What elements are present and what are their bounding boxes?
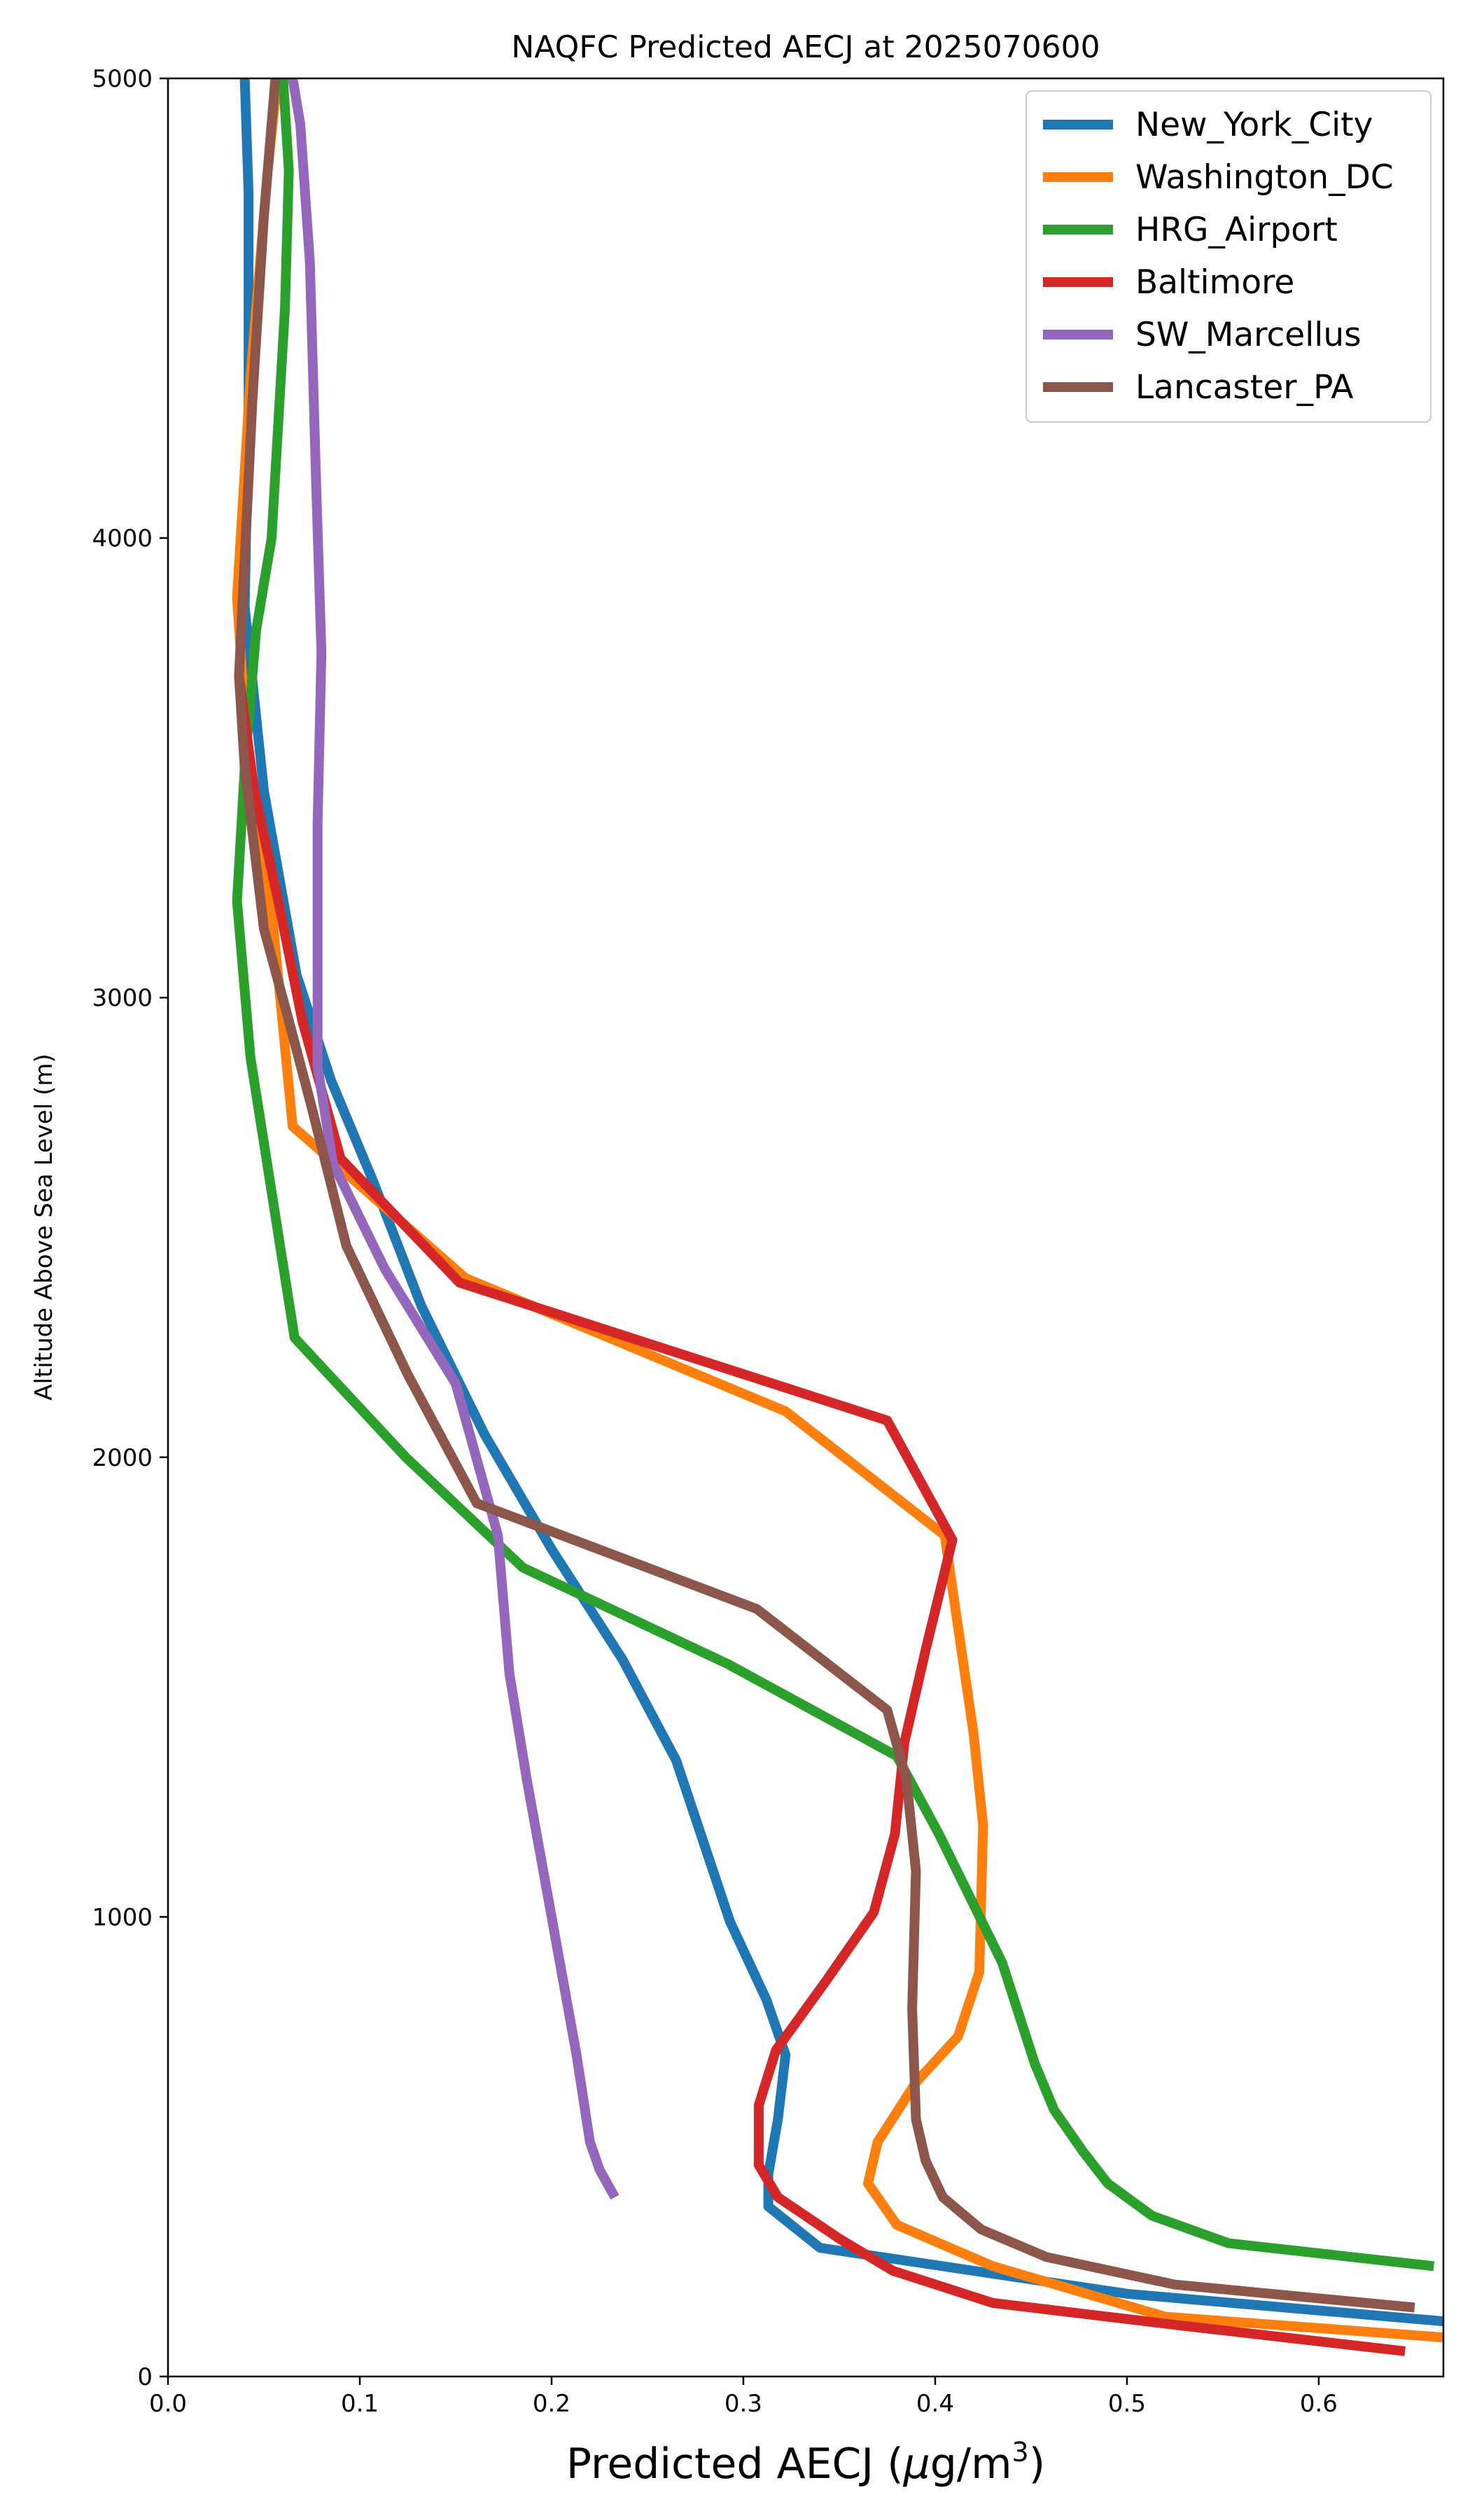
series-layer bbox=[232, 78, 1443, 2356]
x-tick-label: 0.2 bbox=[533, 2390, 570, 2418]
legend-label-baltimore: Baltimore bbox=[1135, 263, 1294, 302]
x-axis-label: Predicted AECJ (μg/m3) bbox=[566, 2437, 1045, 2488]
legend-label-new-york-city: New_York_City bbox=[1135, 106, 1373, 144]
x-tick-label: 0.6 bbox=[1300, 2390, 1338, 2418]
y-tick-label: 4000 bbox=[92, 525, 153, 553]
series-line-sw-marcellus bbox=[288, 78, 620, 2200]
y-tick-label: 0 bbox=[137, 2363, 153, 2391]
y-tick-label: 5000 bbox=[92, 65, 153, 93]
x-axis-label-unit: g/m bbox=[930, 2440, 1012, 2488]
x-tick-label: 0.4 bbox=[916, 2390, 954, 2418]
x-axis-label-close: ) bbox=[1029, 2440, 1045, 2488]
y-tick-label: 1000 bbox=[92, 1903, 153, 1931]
y-tick-label: 2000 bbox=[92, 1444, 153, 1472]
x-tick-label: 0.3 bbox=[724, 2390, 762, 2418]
x-axis-label-mu: μ bbox=[903, 2440, 930, 2488]
legend-label-hrg-airport: HRG_Airport bbox=[1135, 211, 1338, 249]
x-tick-label: 0.0 bbox=[149, 2390, 187, 2418]
legend: New_York_City Washington_DC HRG_Airport Bal… bbox=[1026, 90, 1432, 423]
legend-box bbox=[1026, 90, 1432, 423]
x-axis: 0.0 0.1 0.2 0.3 0.4 0.5 0.6 bbox=[149, 2376, 1338, 2418]
legend-label-lancaster-pa: Lancaster_PA bbox=[1135, 368, 1354, 407]
series-line-lancaster-pa bbox=[234, 78, 1415, 2313]
x-axis-label-superscript: 3 bbox=[1012, 2437, 1029, 2468]
legend-label-sw-marcellus: SW_Marcellus bbox=[1135, 316, 1362, 354]
legend-label-washington-dc: Washington_DC bbox=[1135, 158, 1394, 197]
x-tick-label: 0.1 bbox=[341, 2390, 379, 2418]
x-tick-label: 0.5 bbox=[1108, 2390, 1146, 2418]
plot-area-frame bbox=[167, 77, 1445, 2378]
y-tick-label: 3000 bbox=[92, 984, 153, 1012]
y-axis: 0 1000 2000 3000 4000 5000 bbox=[92, 65, 168, 2391]
x-axis-label-main: Predicted AECJ ( bbox=[566, 2440, 904, 2488]
chart-title: NAQFC Predicted AECJ at 2025070600 bbox=[511, 29, 1100, 65]
y-axis-label: Altitude Above Sea Level (m) bbox=[30, 1054, 58, 1401]
series-line-hrg-airport bbox=[232, 78, 1435, 2272]
